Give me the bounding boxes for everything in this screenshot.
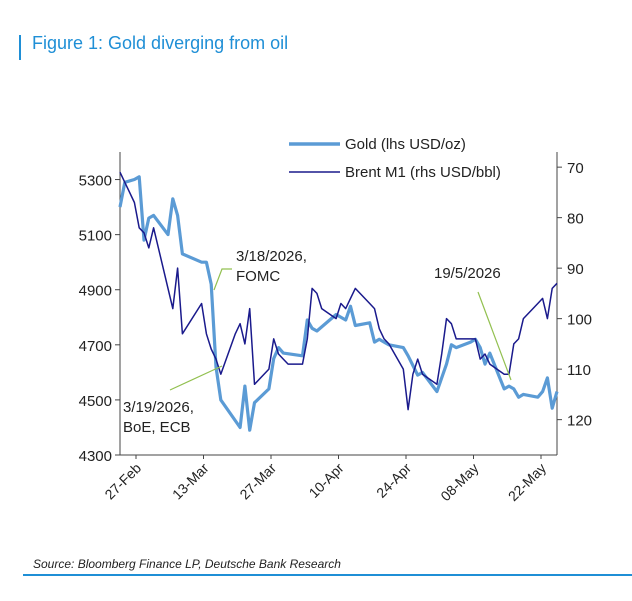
figure-title: Figure 1: Gold diverging from oil xyxy=(32,33,289,53)
x-tick-label: 22-May xyxy=(505,460,549,504)
right-tick-label: 70 xyxy=(567,160,584,177)
x-axis: 27-Feb 13-Mar 27-Mar 10-Apr 24-Apr 08-May 22-M… xyxy=(101,454,557,504)
right-axis: 70 80 90 100 110 120 xyxy=(556,152,592,455)
gold-series-line xyxy=(118,175,559,432)
x-tick-label: 08-May xyxy=(437,460,481,504)
x-tick-label: 27-Mar xyxy=(236,460,279,503)
right-tick-label: 90 xyxy=(567,261,584,278)
x-tick-label: 10-Apr xyxy=(306,460,347,501)
annotation-boe-ecb-text: 3/19/2026, xyxy=(123,399,194,416)
annotation-may-leader xyxy=(477,291,512,381)
left-axis: 4300 4500 4700 4900 5100 5300 xyxy=(79,152,121,465)
legend-label: Gold (lhs USD/oz) xyxy=(345,136,466,153)
annotation-boe-ecb-text: BoE, ECB xyxy=(123,419,191,436)
left-tick-label: 4900 xyxy=(79,283,112,300)
left-tick-label: 4700 xyxy=(79,338,112,355)
right-tick-label: 80 xyxy=(567,211,584,228)
series-layer xyxy=(118,171,559,432)
left-tick-label: 4500 xyxy=(79,393,112,410)
title-accent-bar xyxy=(19,35,21,60)
brent-series-line xyxy=(119,171,558,411)
annotation-fomc-leader xyxy=(213,268,232,291)
annotation-may-text: 19/5/2026 xyxy=(434,265,501,282)
legend: Gold (lhs USD/oz) Brent M1 (rhs USD/bbl) xyxy=(289,136,501,181)
annotations: 3/18/2026, FOMC 3/19/2026, BoE, ECB 19/5/202… xyxy=(123,248,512,436)
right-tick-label: 120 xyxy=(567,413,592,430)
x-tick-label: 13-Mar xyxy=(169,460,212,503)
annotation-fomc-text: 3/18/2026, xyxy=(236,248,307,265)
right-tick-label: 100 xyxy=(567,312,592,329)
x-tick-label: 24-Apr xyxy=(373,460,414,501)
legend-label: Brent M1 (rhs USD/bbl) xyxy=(345,164,501,181)
source-note: Source: Bloomberg Finance LP, Deutsche B… xyxy=(33,557,341,571)
left-tick-label: 4300 xyxy=(79,448,112,465)
right-tick-label: 110 xyxy=(567,362,591,379)
left-tick-label: 5100 xyxy=(79,228,112,245)
annotation-fomc-text: FOMC xyxy=(236,268,280,285)
left-tick-label: 5300 xyxy=(79,173,112,190)
bottom-rule xyxy=(23,574,632,576)
x-tick-label: 27-Feb xyxy=(101,460,144,503)
annotation-boe-ecb-leader xyxy=(169,365,223,391)
